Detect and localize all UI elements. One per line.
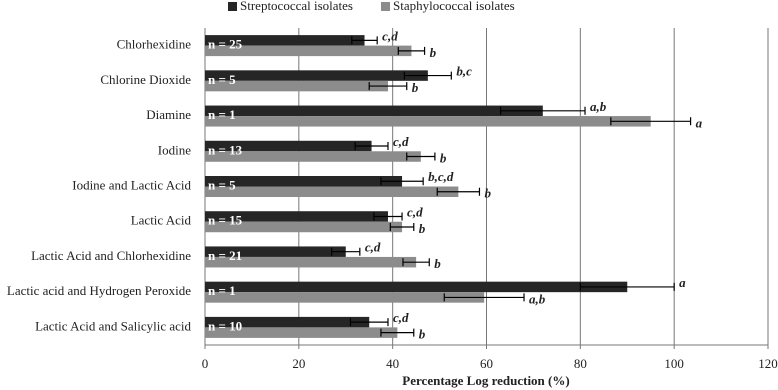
legend-swatch — [228, 2, 237, 11]
bar — [205, 186, 459, 197]
bar — [205, 327, 398, 338]
significance-letter: c,d — [393, 134, 409, 149]
y-tick-label: Lactic acid and Hydrogen Peroxide — [7, 283, 191, 298]
error-bar — [499, 106, 586, 115]
error-bar — [351, 36, 378, 45]
error-bar — [402, 258, 430, 267]
bar — [205, 256, 417, 268]
y-tick-label: Lactic Acid and Chlorhexidine — [31, 248, 191, 263]
bar — [205, 105, 543, 117]
significance-letter: b — [412, 80, 419, 95]
significance-letter: b — [434, 256, 441, 271]
significance-letter: b — [419, 221, 426, 236]
significance-letter: a — [696, 115, 703, 130]
bar — [205, 116, 651, 127]
significance-letter: c,d — [365, 240, 381, 255]
bar — [205, 221, 403, 233]
significance-letter: b,c,d — [428, 169, 454, 184]
n-label: n = 1 — [208, 107, 236, 122]
error-bar — [389, 222, 415, 231]
error-bar — [397, 46, 426, 55]
bar — [205, 316, 370, 328]
n-label: n = 15 — [208, 213, 243, 228]
significance-letter: b — [484, 186, 491, 201]
y-tick-label: Chlorine Dioxide — [100, 72, 191, 87]
significance-letter: c,d — [407, 204, 423, 219]
x-tick-label: 120 — [758, 356, 778, 371]
legend-label: Streptococcal isolates — [240, 0, 353, 13]
n-label: n = 1 — [208, 283, 236, 298]
bar — [205, 45, 412, 57]
bar — [205, 292, 485, 303]
significance-letter: c,d — [382, 28, 398, 43]
bar — [205, 80, 388, 92]
error-bar — [406, 152, 436, 161]
error-bar — [610, 117, 692, 126]
x-axis-title: Percentage Log reduction (%) — [402, 373, 569, 388]
significance-letter: a,b — [529, 291, 546, 306]
bar — [205, 281, 628, 293]
error-bar — [443, 293, 525, 302]
bar — [205, 211, 388, 222]
significance-letter: b — [440, 151, 447, 166]
bar — [205, 151, 421, 162]
error-bar — [354, 142, 389, 151]
error-bar — [436, 187, 481, 196]
error-bar — [380, 328, 415, 337]
error-bar — [380, 177, 424, 186]
error-bar — [349, 318, 389, 327]
significance-letter: a,b — [590, 99, 607, 114]
bar — [205, 35, 365, 46]
bar — [205, 70, 428, 81]
y-tick-label: Lactic Acid — [131, 213, 192, 228]
error-bar — [403, 71, 452, 80]
y-tick-label: Lactic Acid and Salicylic acid — [35, 318, 191, 333]
x-tick-label: 0 — [202, 356, 209, 371]
x-tick-label: 60 — [480, 356, 493, 371]
significance-letter: a — [679, 275, 686, 290]
x-tick-label: 100 — [664, 356, 684, 371]
x-tick-label: 80 — [574, 356, 587, 371]
error-bar — [579, 282, 675, 291]
significance-letter: c,d — [393, 310, 409, 325]
x-tick-label: 20 — [292, 356, 305, 371]
bar — [205, 246, 346, 257]
bar — [205, 176, 403, 187]
legend-label: Staphylococcal isolates — [393, 0, 515, 13]
n-label: n = 5 — [208, 177, 236, 192]
legend-swatch — [381, 2, 390, 11]
significance-letter: b,c — [456, 64, 472, 79]
y-tick-label: Iodine — [158, 142, 191, 157]
n-label: n = 25 — [208, 37, 243, 52]
n-label: n = 5 — [208, 72, 236, 87]
significance-letter: b — [430, 45, 437, 60]
error-bar — [373, 212, 403, 221]
n-label: n = 21 — [208, 248, 242, 263]
bar — [205, 140, 372, 152]
y-tick-label: Iodine and Lactic Acid — [72, 177, 191, 192]
x-tick-label: 40 — [386, 356, 399, 371]
significance-letter: b — [419, 327, 426, 342]
n-label: n = 10 — [208, 318, 242, 333]
y-tick-label: Diamine — [146, 107, 191, 122]
error-bar — [331, 247, 361, 256]
n-label: n = 13 — [208, 142, 243, 157]
error-bar — [368, 82, 408, 91]
y-tick-label: Chlorhexidine — [117, 37, 192, 52]
